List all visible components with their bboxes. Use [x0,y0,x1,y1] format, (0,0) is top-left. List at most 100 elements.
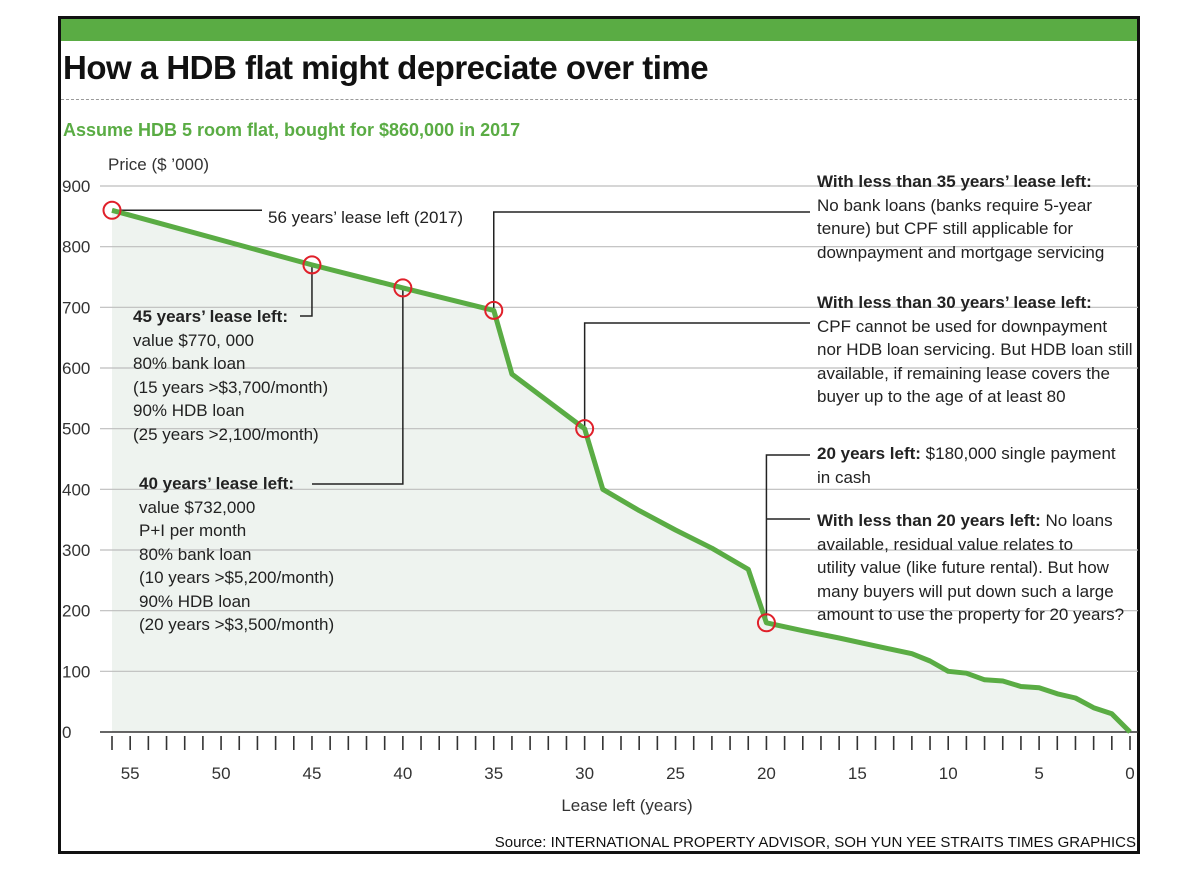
highlight-marker [302,255,322,275]
annotation-line: (25 years >2,100/month) [133,423,328,447]
annotation-a45: 45 years’ lease left: value $770, 000 80% … [133,305,328,446]
annotation-line: utility value (like future rental). But … [817,556,1124,580]
x-tick-label: 20 [757,764,776,783]
series-area-fill [112,210,1130,733]
annotation-line: available, residual value relates to [817,533,1124,557]
x-axis-label: Lease left (years) [561,796,692,815]
source-credit: Source: INTERNATIONAL PROPERTY ADVISOR, … [494,834,1136,851]
annotation-line: in cash [817,466,1116,490]
annotation-line: 40 years’ lease left: [139,472,334,496]
annotation-text: P+I per month [139,521,247,540]
annotation-line: With less than 20 years left: No loans [817,509,1124,533]
annotation-text: value $770, 000 [133,330,254,350]
annotation-line: available, if remaining lease covers the [817,362,1133,386]
annotation-a56: 56 years’ lease left (2017) [268,206,463,230]
highlight-marker [393,278,413,298]
x-tick-label: 55 [121,764,140,783]
annotation-text: many buyers will put down such a large [817,581,1114,601]
highlight-marker [484,300,504,320]
x-tick-label: 35 [484,764,503,783]
annotation-line: buyer up to the age of at least 80 [817,385,1133,409]
y-tick-label: 0 [62,723,71,742]
annotation-a30: With less than 30 years’ lease left: CPF … [817,291,1133,409]
annotation-line: 56 years’ lease left (2017) [268,206,463,230]
annotation-heading: With less than 20 years left: [817,511,1041,530]
annotation-text: amount to use the property for 20 years? [817,605,1125,624]
annotation-text: 90% HDB loan [139,591,251,611]
annotation-text: 56 years’ lease left (2017) [268,208,463,227]
annotation-text: (20 years >$3,500/month) [139,615,335,634]
annotation-a20: 20 years left: $180,000 single payment in… [817,442,1116,489]
x-tick-label: 5 [1034,764,1043,783]
annotation-text: $180,000 single payment [920,444,1116,463]
highlight-marker [102,200,122,220]
annotation-line: 90% HDB loan [133,399,328,423]
chart-subtitle: Assume HDB 5 room flat, bought for $860,… [63,120,521,140]
annotation-heading: 20 years left: [817,444,921,463]
annotation-line: (15 years >$3,700/month) [133,376,328,400]
annotation-text: available, if remaining lease covers the [817,363,1110,383]
header-accent-bar [61,19,1137,41]
x-tick-label: 10 [939,764,958,783]
y-tick-label: 900 [62,177,90,196]
annotation-line: amount to use the property for 20 years? [817,603,1124,627]
x-tick-label: 50 [212,764,231,783]
annotation-line: CPF cannot be used for downpayment [817,315,1133,339]
annotation-line: 45 years’ lease left: [133,305,328,329]
annotation-text: utility value (like future rental). But … [817,558,1109,577]
leader-45 [300,264,313,317]
leader-35 [493,211,810,311]
annotation-text: (25 years >2,100/month) [133,424,319,444]
annotation-line: value $732,000 [139,496,334,520]
annotation-a35: With less than 35 years’ lease left: No b… [817,170,1104,264]
annotation-line: nor HDB loan servicing. But HDB loan sti… [817,338,1133,362]
annotation-line: (20 years >$3,500/month) [139,613,334,637]
annotation-line: 90% HDB loan [139,590,334,614]
y-tick-label: 700 [62,298,90,317]
annotation-line: No bank loans (banks require 5-year [817,194,1104,218]
annotation-text: buyer up to the age of at least 80 [817,387,1066,406]
x-tick-label: 0 [1125,764,1134,783]
x-tick-label: 40 [393,764,412,783]
highlight-marker [575,419,595,439]
annotation-text: tenure) but CPF still applicable for [817,219,1074,238]
y-tick-label: 200 [62,602,90,621]
annotation-text: No bank loans (banks require 5-year [817,195,1092,215]
y-tick-label: 800 [62,238,90,257]
annotation-text: No loans [1040,511,1113,530]
annotation-a20b: With less than 20 years left: No loans av… [817,509,1124,627]
annotation-line: 80% bank loan [133,352,328,376]
annotation-text: value $732,000 [139,497,256,517]
annotation-line: 20 years left: $180,000 single payment [817,442,1116,466]
chart-title: How a HDB flat might depreciate over tim… [63,49,709,86]
annotation-line: With less than 35 years’ lease left: [817,170,1104,194]
annotation-text: nor HDB loan servicing. But HDB loan sti… [817,340,1133,359]
annotation-text: 80% bank loan [139,544,252,564]
y-tick-label: 400 [62,480,90,499]
series-line [111,207,1132,734]
annotation-text: 80% bank loan [133,354,246,373]
y-tick-label: 500 [62,420,90,439]
annotation-heading: 40 years’ lease left: [139,474,295,493]
highlight-marker [756,613,776,633]
annotation-heading: 45 years’ lease left: [133,307,289,326]
x-tick-label: 30 [575,764,594,783]
annotation-line: P+I per month [139,519,334,543]
annotation-line: 80% bank loan [139,543,334,567]
annotation-text: (10 years >$5,200/month) [139,568,335,587]
annotation-text: available, residual value relates to [817,534,1074,554]
annotation-line: With less than 30 years’ lease left: [817,291,1133,315]
annotation-line: (10 years >$5,200/month) [139,566,334,590]
annotation-line: tenure) but CPF still applicable for [817,217,1104,241]
x-tick-label: 45 [303,764,322,783]
annotation-text: (15 years >$3,700/month) [133,377,329,397]
x-tick-label: 25 [666,764,685,783]
y-axis-label: Price ($ ’000) [108,155,209,174]
annotation-line: downpayment and mortgage servicing [817,241,1104,265]
y-tick-label: 100 [62,662,90,681]
x-tick-label: 15 [848,764,867,783]
annotation-a40: 40 years’ lease left: value $732,000 P+I p… [139,472,334,637]
annotation-heading: With less than 35 years’ lease left: [817,172,1092,191]
leader-40 [312,287,404,485]
